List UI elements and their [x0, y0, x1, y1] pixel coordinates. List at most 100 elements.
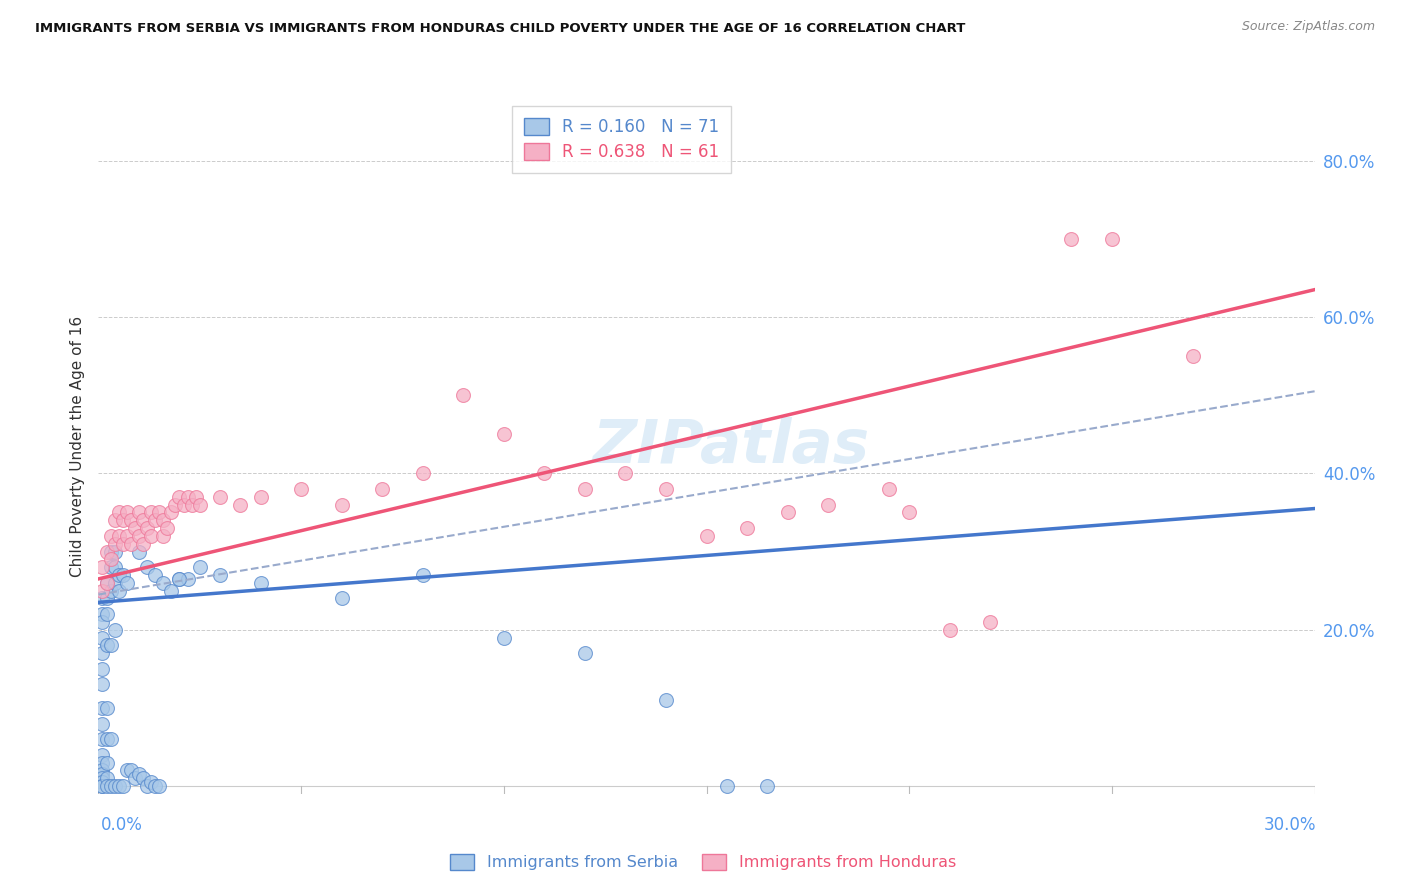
Point	[817, 498, 839, 512]
Point	[152, 513, 174, 527]
Point	[91, 631, 114, 645]
Point	[136, 779, 159, 793]
Point	[115, 505, 138, 519]
Point	[412, 568, 434, 582]
Point	[100, 529, 122, 543]
Point	[96, 732, 118, 747]
Point	[91, 701, 114, 715]
Point	[209, 568, 232, 582]
Point	[100, 583, 122, 598]
Point	[124, 771, 146, 785]
Point	[100, 638, 122, 652]
Point	[148, 505, 170, 519]
Point	[492, 427, 515, 442]
Point	[91, 747, 114, 762]
Point	[111, 568, 134, 582]
Point	[96, 638, 118, 652]
Point	[229, 498, 252, 512]
Point	[330, 591, 353, 606]
Point	[330, 498, 353, 512]
Point	[776, 505, 799, 519]
Point	[735, 521, 758, 535]
Point	[173, 498, 195, 512]
Point	[91, 775, 114, 789]
Point	[696, 529, 718, 543]
Point	[91, 662, 114, 676]
Point	[107, 583, 129, 598]
Point	[143, 779, 166, 793]
Point	[111, 513, 134, 527]
Point	[91, 764, 114, 778]
Point	[492, 631, 515, 645]
Point	[574, 482, 596, 496]
Point	[91, 779, 114, 793]
Point	[96, 575, 118, 590]
Text: 30.0%: 30.0%	[1264, 816, 1316, 834]
Point	[453, 388, 475, 402]
Point	[136, 560, 159, 574]
Text: IMMIGRANTS FROM SERBIA VS IMMIGRANTS FROM HONDURAS CHILD POVERTY UNDER THE AGE O: IMMIGRANTS FROM SERBIA VS IMMIGRANTS FRO…	[35, 22, 966, 36]
Point	[96, 756, 118, 770]
Point	[91, 583, 114, 598]
Point	[143, 513, 166, 527]
Point	[249, 490, 271, 504]
Point	[91, 677, 114, 691]
Point	[1101, 232, 1123, 246]
Point	[91, 756, 114, 770]
Point	[655, 693, 678, 707]
Point	[96, 701, 118, 715]
Point	[128, 544, 150, 558]
Point	[188, 498, 211, 512]
Point	[100, 560, 122, 574]
Point	[148, 779, 170, 793]
Point	[169, 572, 191, 586]
Point	[91, 716, 114, 731]
Text: 0.0%: 0.0%	[101, 816, 143, 834]
Point	[100, 732, 122, 747]
Point	[100, 552, 122, 566]
Point	[91, 591, 114, 606]
Point	[184, 490, 207, 504]
Point	[132, 537, 155, 551]
Point	[104, 560, 127, 574]
Point	[180, 498, 202, 512]
Point	[160, 505, 183, 519]
Point	[100, 779, 122, 793]
Point	[104, 623, 127, 637]
Point	[132, 771, 155, 785]
Point	[96, 544, 118, 558]
Point	[188, 560, 211, 574]
Point	[176, 572, 198, 586]
Point	[115, 764, 138, 778]
Point	[371, 482, 394, 496]
Y-axis label: Child Poverty Under the Age of 16: Child Poverty Under the Age of 16	[69, 316, 84, 576]
Point	[115, 529, 138, 543]
Point	[91, 771, 114, 785]
Point	[169, 490, 191, 504]
Point	[574, 646, 596, 660]
Point	[124, 521, 146, 535]
Point	[898, 505, 921, 519]
Point	[160, 583, 183, 598]
Point	[132, 513, 155, 527]
Point	[152, 575, 174, 590]
Point	[111, 779, 134, 793]
Point	[104, 779, 127, 793]
Point	[104, 544, 127, 558]
Point	[96, 771, 118, 785]
Point	[96, 575, 118, 590]
Point	[111, 537, 134, 551]
Point	[104, 537, 127, 551]
Point	[107, 568, 129, 582]
Point	[939, 623, 962, 637]
Point	[209, 490, 232, 504]
Point	[979, 615, 1001, 629]
Point	[91, 607, 114, 621]
Point	[91, 779, 114, 793]
Point	[412, 467, 434, 481]
Point	[120, 537, 142, 551]
Point	[533, 467, 555, 481]
Point	[756, 779, 779, 793]
Point	[91, 615, 114, 629]
Point	[104, 575, 127, 590]
